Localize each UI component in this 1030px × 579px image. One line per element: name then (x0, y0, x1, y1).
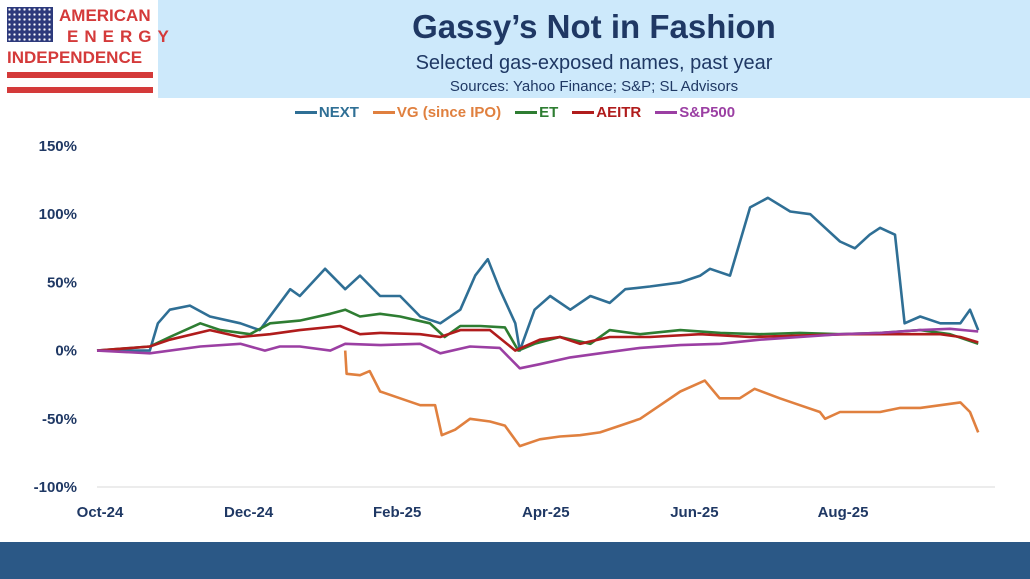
y-tick-label: 100% (39, 206, 77, 223)
legend-label: ET (539, 104, 559, 121)
y-tick-label: 50% (47, 274, 77, 291)
series-line-vg-since-ipo- (343, 350, 980, 448)
flag-icon (7, 7, 53, 42)
y-tick-label: 150% (39, 138, 77, 155)
series-line-next (97, 196, 980, 352)
x-tick-label: Jun-25 (670, 504, 718, 521)
legend-item: AEITR (572, 104, 641, 121)
legend-label: NEXT (318, 104, 359, 121)
footer-bar (0, 542, 1030, 579)
logo-line-1: AMERICAN (59, 6, 151, 25)
legend-swatch (294, 111, 317, 114)
series-line-et (96, 308, 979, 352)
y-tick-label: 0% (55, 343, 77, 360)
y-tick-label: -50% (42, 411, 77, 428)
x-tick-label: Aug-25 (818, 504, 869, 521)
legend-label: S&P500 (679, 104, 736, 121)
series-line-s-p500 (96, 327, 979, 370)
x-tick-label: Feb-25 (373, 504, 421, 521)
legend-label: AEITR (596, 104, 642, 121)
logo-stripe (7, 87, 153, 93)
x-tick-label: Oct-24 (77, 504, 124, 521)
chart-title: Gassy’s Not in Fashion (412, 8, 776, 45)
legend-swatch (515, 111, 538, 114)
y-tick-label: -100% (34, 479, 77, 496)
legend-swatch (655, 111, 678, 114)
legend-item: ET (515, 104, 558, 121)
chart-legend: NEXT VG (since IPO) ET AEITR S&P500 (0, 104, 1030, 121)
logo: AMERICAN ENERGY INDEPENDENCE (7, 6, 169, 93)
legend-item: NEXT (294, 104, 359, 121)
chart-sources: Sources: Yahoo Finance; S&P; SL Advisors (449, 78, 739, 95)
x-tick-label: Apr-25 (522, 504, 570, 521)
logo-stripe (7, 72, 153, 78)
legend-label: VG (since IPO) (396, 104, 502, 121)
x-tick-label: Dec-24 (224, 504, 274, 521)
header-banner (158, 0, 1030, 98)
legend-item: S&P500 (655, 104, 735, 121)
logo-line-2: ENERGY (67, 27, 175, 46)
chart-subtitle: Selected gas-exposed names, past year (415, 52, 773, 74)
legend-swatch (372, 111, 395, 114)
series-line-aeitr (96, 324, 979, 352)
legend-item: VG (since IPO) (372, 104, 502, 121)
legend-swatch (572, 111, 595, 114)
logo-line-3: INDEPENDENCE (7, 48, 143, 67)
